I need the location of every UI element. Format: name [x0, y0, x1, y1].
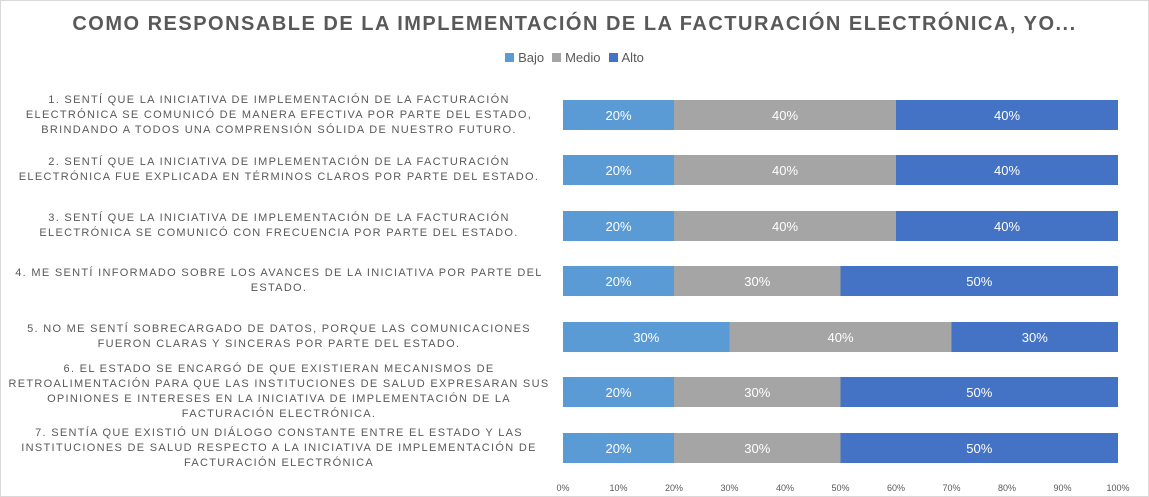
data-label: 30% [633, 330, 659, 345]
x-tick-label: 100% [1106, 483, 1129, 493]
bar-alto [840, 266, 1118, 296]
category-label: 1. SENTÍ QUE LA INICIATIVA DE IMPLEMENTA… [25, 93, 533, 136]
category-label: 3. SENTÍ QUE LA INICIATIVA DE IMPLEMENTA… [39, 212, 519, 239]
data-label: 40% [827, 330, 853, 345]
data-label: 20% [605, 274, 631, 289]
chart-title: COMO RESPONSABLE DE LA IMPLEMENTACIÓN DE… [72, 13, 1077, 35]
legend-item-medio: Medio [552, 50, 601, 65]
bar-medio [729, 322, 952, 352]
legend-item-alto: Alto [608, 50, 644, 65]
data-label: 50% [966, 441, 992, 456]
bar-medio [674, 377, 841, 407]
data-label: 50% [966, 274, 992, 289]
bar-medio [674, 100, 896, 130]
bar-medio [674, 155, 896, 185]
data-label: 40% [772, 219, 798, 234]
bar-bajo [563, 433, 674, 463]
bar-bajo [563, 100, 674, 130]
x-tick-label: 30% [720, 483, 738, 493]
data-label: 40% [994, 163, 1020, 178]
data-label: 30% [1022, 330, 1048, 345]
category-label: 6. EL ESTADO SE ENCARGÓ DE QUE EXISTIERA… [8, 363, 550, 420]
x-tick-label: 50% [831, 483, 849, 493]
x-tick-label: 20% [665, 483, 683, 493]
x-tick-label: 0% [556, 483, 569, 493]
x-tick-label: 10% [609, 483, 627, 493]
x-tick-label: 60% [887, 483, 905, 493]
category-label: 5. NO ME SENTÍ SOBRECARGADO DE DATOS, PO… [27, 323, 531, 350]
legend-label: Alto [621, 50, 644, 65]
bar-alto [840, 433, 1118, 463]
data-label: 40% [994, 108, 1020, 123]
legend-swatch [608, 53, 618, 62]
category-label: 4. ME SENTÍ INFORMADO SOBRE LOS AVANCES … [15, 267, 543, 294]
bar-medio [674, 266, 841, 296]
bar-bajo [563, 211, 674, 241]
data-label: 40% [772, 108, 798, 123]
data-label: 20% [605, 441, 631, 456]
x-tick-label: 80% [998, 483, 1016, 493]
legend: Bajo Medio Alto [1, 50, 1148, 65]
bar-bajo [563, 266, 674, 296]
legend-item-bajo: Bajo [505, 50, 544, 65]
data-label: 30% [744, 385, 770, 400]
x-tick-label: 40% [776, 483, 794, 493]
bar-alto [840, 377, 1118, 407]
data-label: 40% [994, 219, 1020, 234]
data-label: 20% [605, 108, 631, 123]
legend-label: Medio [565, 50, 601, 65]
bar-alto [951, 322, 1118, 352]
data-label: 40% [772, 163, 798, 178]
bar-alto [896, 211, 1118, 241]
legend-swatch [552, 53, 562, 62]
x-tick-label: 70% [942, 483, 960, 493]
bar-bajo [563, 377, 674, 407]
data-label: 20% [605, 219, 631, 234]
bar-bajo [563, 322, 730, 352]
category-label: 2. SENTÍ QUE LA INICIATIVA DE IMPLEMENTA… [18, 156, 540, 183]
legend-label: Bajo [518, 50, 545, 65]
data-label: 20% [605, 385, 631, 400]
bar-alto [896, 155, 1118, 185]
bar-medio [674, 433, 841, 463]
data-label: 50% [966, 385, 992, 400]
data-label: 30% [744, 274, 770, 289]
data-label: 30% [744, 441, 770, 456]
bar-bajo [563, 155, 674, 185]
bar-medio [674, 211, 896, 241]
x-tick-label: 90% [1053, 483, 1071, 493]
bar-alto [896, 100, 1118, 130]
legend-swatch [505, 53, 515, 62]
data-label: 20% [605, 163, 631, 178]
category-label: 7. SENTÍA QUE EXISTIÓ UN DIÁLOGO CONSTAN… [21, 427, 537, 469]
